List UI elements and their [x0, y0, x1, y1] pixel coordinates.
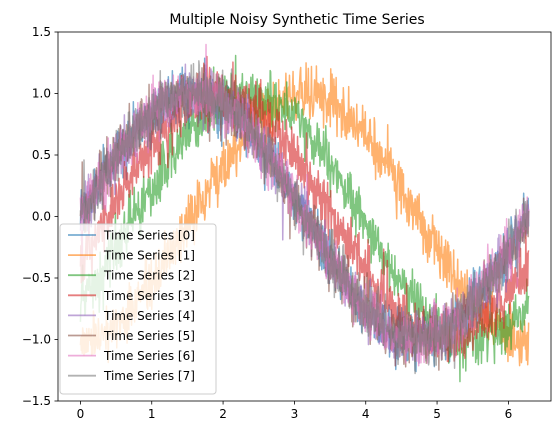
y-tick-label: −1.0 — [22, 333, 51, 347]
legend: Time Series [0] Time Series [1] Time Serie… — [60, 224, 216, 394]
x-tick-label: 1 — [148, 407, 156, 421]
legend-label-6: Time Series [6] — [103, 349, 195, 363]
legend-label-1: Time Series [1] — [103, 249, 195, 263]
legend-label-5: Time Series [5] — [103, 329, 195, 343]
legend-label-3: Time Series [3] — [103, 289, 195, 303]
y-tick-label: 1.5 — [32, 25, 51, 39]
y-tick-label: 0.5 — [32, 148, 51, 162]
x-tick-label: 4 — [362, 407, 370, 421]
y-tick-label: −0.5 — [22, 271, 51, 285]
x-tick-label: 6 — [505, 407, 513, 421]
chart-title: Multiple Noisy Synthetic Time Series — [169, 12, 424, 28]
x-tick-label: 5 — [433, 407, 441, 421]
x-tick-label: 3 — [291, 407, 299, 421]
y-tick-label: 1.0 — [32, 87, 51, 101]
x-tick-label: 2 — [219, 407, 227, 421]
y-tick-label: 0.0 — [32, 210, 51, 224]
legend-label-0: Time Series [0] — [103, 229, 195, 243]
x-tick-label: 0 — [77, 407, 85, 421]
y-tick-label: −1.5 — [22, 394, 51, 408]
legend-label-2: Time Series [2] — [103, 269, 195, 283]
legend-label-7: Time Series [7] — [103, 369, 195, 383]
legend-label-4: Time Series [4] — [103, 309, 195, 323]
